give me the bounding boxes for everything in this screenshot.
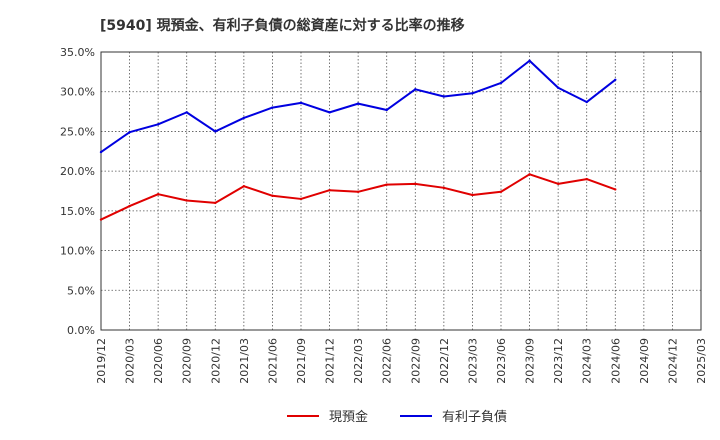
y-tick-label: 30.0% <box>60 86 95 99</box>
data-point <box>385 183 388 186</box>
y-tick-label: 0.0% <box>67 324 95 337</box>
x-tick-label: 2023/03 <box>466 338 479 384</box>
data-point <box>614 188 617 191</box>
data-point <box>414 88 417 91</box>
x-tick-label: 2022/03 <box>352 338 365 384</box>
data-point <box>156 192 160 196</box>
x-tick-label: 2021/09 <box>295 338 308 384</box>
data-point <box>185 111 188 114</box>
grid <box>101 52 701 330</box>
plot-area-frame <box>100 51 702 331</box>
x-tick-label: 2023/09 <box>524 338 537 384</box>
data-point <box>585 177 588 181</box>
x-tick-label: 2023/06 <box>495 338 508 384</box>
data-point <box>471 193 474 197</box>
data-point <box>99 218 103 221</box>
data-point <box>356 190 360 193</box>
data-point <box>328 189 331 192</box>
data-point <box>214 201 217 205</box>
x-tick-label: 2019/12 <box>95 338 108 384</box>
x-tick-label: 2024/03 <box>581 338 594 384</box>
legend: 現預金 有利子負債 <box>287 409 507 425</box>
data-point <box>499 81 503 85</box>
chart-title: [5940] 現預金、有利子負債の総資産に対する比率の推移 <box>100 17 465 34</box>
y-tick-label: 35.0% <box>60 46 95 59</box>
data-point <box>356 102 360 105</box>
x-tick-label: 2022/06 <box>381 338 394 384</box>
x-tick-label: 2024/06 <box>609 338 622 384</box>
x-tick-label: 2024/09 <box>638 338 651 384</box>
data-point <box>414 182 417 186</box>
x-tick-label: 2025/03 <box>695 338 708 384</box>
data-point <box>185 199 188 202</box>
y-tick-label: 5.0% <box>67 284 95 297</box>
x-tick-label: 2021/06 <box>266 338 279 384</box>
x-tick-label: 2022/09 <box>409 338 422 384</box>
data-point <box>556 182 560 186</box>
data-point <box>99 150 103 154</box>
y-tick-label: 15.0% <box>60 205 95 218</box>
data-point <box>299 197 303 201</box>
y-tick-label: 25.0% <box>60 125 95 138</box>
legend-label: 有利子負債 <box>442 410 507 425</box>
data-point <box>271 106 274 109</box>
data-point <box>271 194 274 197</box>
data-point <box>156 123 160 126</box>
data-point <box>214 130 217 133</box>
data-point <box>585 100 588 104</box>
legend-label: 現預金 <box>329 409 368 425</box>
x-axis: 2019/12 2020/03 2020/06 2020/09 2020/12 2021/… <box>95 338 708 384</box>
x-tick-label: 2021/03 <box>238 338 251 384</box>
data-point <box>614 78 617 82</box>
data-point <box>299 101 303 105</box>
x-tick-label: 2020/12 <box>209 338 222 384</box>
y-tick-label: 10.0% <box>60 245 95 258</box>
x-tick-label: 2020/06 <box>152 338 165 384</box>
x-tick-label: 2020/03 <box>124 338 137 384</box>
x-tick-label: 2020/09 <box>181 338 194 384</box>
data-point <box>385 108 388 112</box>
y-tick-label: 20.0% <box>60 165 95 178</box>
data-point <box>528 59 531 62</box>
data-point <box>556 86 560 89</box>
data-point <box>242 185 246 188</box>
x-tick-label: 2024/12 <box>666 338 679 384</box>
data-point <box>128 131 131 134</box>
x-tick-label: 2021/12 <box>324 338 337 384</box>
y-axis: 0.0% 5.0% 10.0% 15.0% 20.0% 25.0% 30.0% 35.0% <box>60 46 95 337</box>
data-point <box>442 186 446 190</box>
data-point <box>471 92 474 95</box>
data-point <box>499 190 503 193</box>
series-group <box>99 59 617 221</box>
data-point <box>328 111 331 114</box>
data-point <box>442 95 446 98</box>
data-point <box>128 204 131 208</box>
x-tick-label: 2023/12 <box>552 338 565 384</box>
data-point <box>242 116 246 120</box>
data-point <box>528 173 531 176</box>
x-tick-label: 2022/12 <box>438 338 451 384</box>
